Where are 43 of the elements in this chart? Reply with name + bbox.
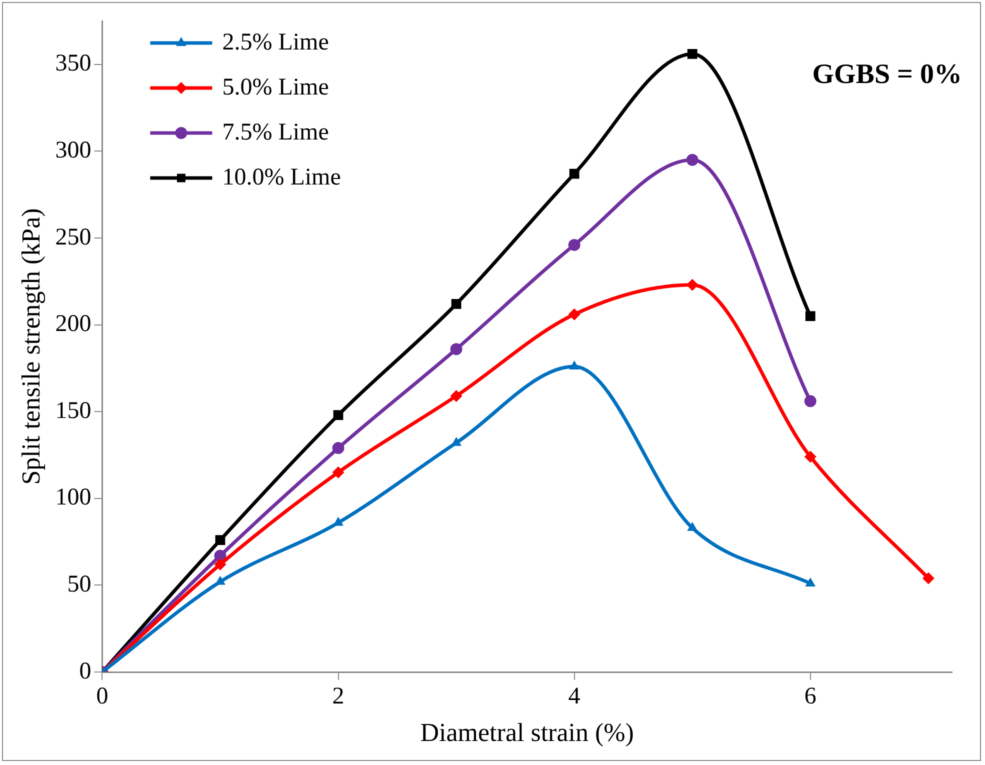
legend-label: 7.5% Lime	[222, 119, 329, 146]
point	[333, 410, 344, 420]
y-tick-label: 50	[67, 571, 92, 598]
point	[333, 516, 344, 526]
point	[451, 436, 462, 446]
point	[922, 572, 934, 584]
y-tick-label: 300	[55, 137, 92, 164]
y-tick-label: 150	[55, 398, 92, 424]
point	[332, 442, 344, 454]
x-tick-label: 6	[804, 684, 816, 710]
y-tick-label: 350	[55, 50, 92, 77]
point	[215, 576, 226, 585]
point	[805, 311, 816, 322]
x-tick-label: 2	[332, 684, 344, 710]
y-tick-label: 100	[55, 484, 92, 511]
point	[687, 522, 698, 531]
point	[214, 558, 226, 570]
point	[451, 299, 462, 309]
point	[569, 360, 580, 370]
point	[332, 466, 344, 478]
y-tick-label: 200	[55, 311, 92, 338]
legend-label: 5.0% Lime	[222, 74, 329, 100]
point	[568, 308, 580, 320]
legend-label: 2.5% Lime	[222, 29, 329, 56]
point	[804, 395, 816, 408]
point	[804, 450, 816, 463]
point	[687, 49, 698, 59]
legend-label: 10.0% Lime	[222, 164, 341, 190]
annotation: GGBS = 0%	[812, 59, 962, 90]
point	[569, 168, 580, 179]
point	[686, 278, 698, 291]
x-axis-title: Diametral strain (%)	[420, 718, 634, 748]
point	[215, 535, 226, 546]
y-tick-label: 0	[79, 658, 92, 684]
x-tick-label: 4	[568, 684, 580, 710]
point	[450, 343, 462, 356]
point	[686, 154, 698, 166]
x-tick-label: 0	[96, 684, 108, 710]
point	[805, 577, 816, 586]
point	[450, 390, 462, 402]
point	[568, 238, 580, 251]
y-axis-title: Split tensile strength (kPa)	[16, 208, 46, 485]
y-tick-label: 250	[55, 224, 92, 250]
